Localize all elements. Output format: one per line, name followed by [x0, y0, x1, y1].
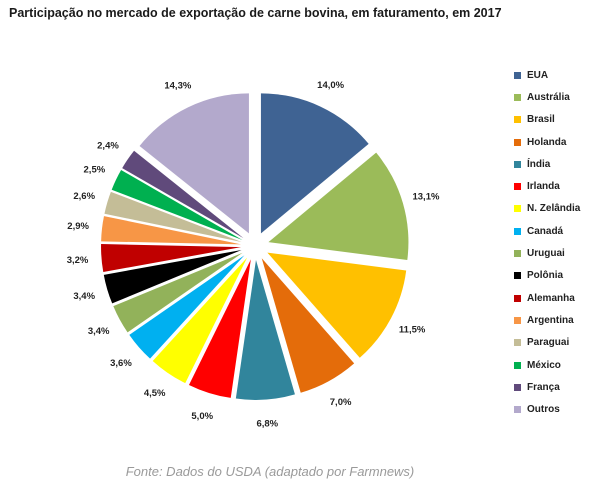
pie-slice-outros: [139, 93, 249, 234]
pie-slice-india: [235, 259, 295, 400]
pie-slice-paraguai: [104, 191, 242, 243]
data-label-eua: 14,0%: [317, 80, 344, 91]
chart-title: Participação no mercado de exportação de…: [9, 6, 502, 20]
legend-item-alemanha: Alemanha: [514, 287, 580, 309]
data-label-argentina: 2,9%: [67, 221, 89, 232]
legend-swatch: [514, 361, 521, 369]
legend-label: Irlanda: [527, 181, 560, 193]
data-label-brasil: 11,5%: [399, 325, 426, 336]
legend-swatch: [514, 183, 521, 191]
legend-label: EUA: [527, 69, 549, 81]
data-label-outros: 14,3%: [164, 81, 191, 92]
legend-swatch: [514, 316, 521, 324]
legend-label: Brasil: [527, 114, 555, 126]
pie-slice-canada: [129, 255, 245, 359]
legend-item-argentina: Argentina: [514, 309, 580, 331]
legend-label: Índia: [527, 158, 551, 170]
legend-swatch: [514, 116, 521, 124]
legend-swatch: [514, 138, 521, 146]
legend-label: México: [527, 359, 561, 371]
legend-item-india: Índia: [514, 153, 580, 175]
legend-label: N. Zelândia: [527, 203, 581, 215]
legend-swatch: [514, 250, 521, 258]
data-label-canada: 3,6%: [110, 358, 132, 369]
pie-slice-uruguai: [113, 252, 243, 333]
data-label-india: 6,8%: [256, 419, 278, 430]
legend-item-mexico: México: [514, 354, 580, 376]
data-label-holanda: 7,0%: [330, 397, 352, 408]
data-label-alemanha: 3,2%: [67, 255, 89, 266]
chart-legend: EUA Austrália Brasil Holanda Índia Irlanda N. …: [514, 64, 580, 421]
legend-swatch: [514, 71, 521, 79]
legend-item-uruguai: Uruguai: [514, 242, 580, 264]
pie-slice-mexico: [111, 169, 243, 240]
legend-label: Canadá: [527, 225, 564, 237]
legend-swatch: [514, 272, 521, 280]
legend-label: Outros: [527, 404, 560, 416]
pie-slice-irlanda: [188, 259, 251, 398]
pie-slice-holanda: [261, 258, 355, 393]
legend-swatch: [514, 227, 521, 235]
legend-label: França: [527, 381, 560, 393]
legend-swatch: [514, 160, 521, 168]
data-label-franca: 2,4%: [97, 141, 119, 152]
legend-item-australia: Austrália: [514, 86, 580, 108]
legend-item-holanda: Holanda: [514, 131, 580, 153]
pie-slice-argentina: [101, 216, 242, 245]
legend-item-brasil: Brasil: [514, 109, 580, 131]
legend-label: Argentina: [527, 314, 574, 326]
data-label-paraguai: 2,6%: [73, 191, 95, 202]
legend-swatch: [514, 294, 521, 302]
legend-swatch: [514, 406, 521, 414]
legend-label: Polônia: [527, 270, 564, 282]
legend-item-canada: Canadá: [514, 220, 580, 242]
legend-label: Alemanha: [527, 292, 575, 304]
pie-slice-eua: [260, 93, 369, 234]
legend-swatch: [514, 205, 521, 213]
pie-slice-franca: [122, 150, 244, 239]
legend-swatch: [514, 339, 521, 347]
legend-item-polonia: Polônia: [514, 265, 580, 287]
data-label-polonia: 3,4%: [73, 291, 95, 302]
pie-slice-n-zelandia: [152, 257, 248, 384]
legend-item-n-zelandia: N. Zelândia: [514, 198, 580, 220]
pie-slice-australia: [268, 152, 409, 261]
data-label-n-zelandia: 4,5%: [144, 388, 166, 399]
source-note: Fonte: Dados do USDA (adaptado por Farmn…: [125, 464, 415, 479]
pie-slice-brasil: [267, 252, 407, 358]
data-label-uruguai: 3,4%: [88, 326, 110, 337]
legend-swatch: [514, 93, 521, 101]
legend-label: Austrália: [527, 91, 570, 103]
legend-item-franca: França: [514, 376, 580, 398]
legend-item-irlanda: Irlanda: [514, 175, 580, 197]
pie-slice-polonia: [103, 249, 242, 304]
legend-label: Uruguai: [527, 248, 565, 260]
legend-swatch: [514, 383, 521, 391]
data-label-mexico: 2,5%: [84, 164, 106, 175]
legend-label: Paraguai: [527, 337, 570, 349]
pie-slice-alemanha: [101, 244, 242, 272]
data-label-irlanda: 5,0%: [191, 411, 213, 422]
legend-label: Holanda: [527, 136, 567, 148]
legend-item-eua: EUA: [514, 64, 580, 86]
legend-item-paraguai: Paraguai: [514, 332, 580, 354]
data-label-australia: 13,1%: [412, 191, 439, 202]
legend-item-outros: Outros: [514, 398, 580, 420]
